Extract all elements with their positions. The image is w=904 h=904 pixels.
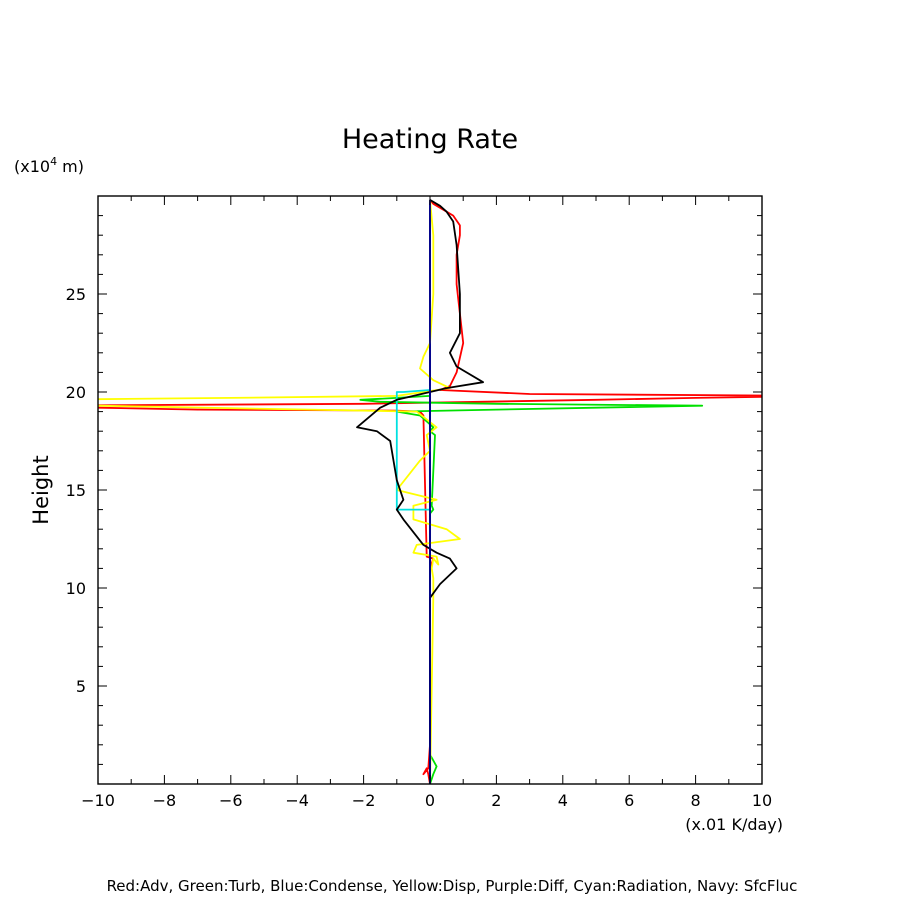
y-tick-label: 10 — [66, 579, 86, 598]
series-line-turb — [359, 392, 704, 784]
series-line-radiation — [395, 386, 431, 514]
x-tick-label: 0 — [425, 791, 435, 810]
y-tick-label: 15 — [66, 481, 86, 500]
series-line-disp — [98, 199, 461, 784]
x-tick-label: 10 — [752, 791, 772, 810]
chart-title: Heating Rate — [342, 124, 518, 155]
x-tick-label: −2 — [352, 791, 376, 810]
x-tick-label: −6 — [219, 791, 243, 810]
x-tick-label: −4 — [285, 791, 309, 810]
x-tick-label: −8 — [153, 791, 177, 810]
y-axis-label: Height — [29, 455, 53, 524]
x-tick-label: −10 — [81, 791, 115, 810]
series-line-total — [356, 199, 485, 784]
y-tick-labels: 5 10 15 20 25 — [66, 285, 86, 696]
y-unit-label: (x104 m) — [14, 155, 84, 176]
y-tick-label: 20 — [66, 383, 86, 402]
y-tick-label: 5 — [76, 677, 86, 696]
x-tick-label: 8 — [691, 791, 701, 810]
y-tick-label: 25 — [66, 285, 86, 304]
series-layer — [98, 199, 762, 784]
x-tick-label: 2 — [491, 791, 501, 810]
x-tick-label: 6 — [624, 791, 634, 810]
legend-text: Red:Adv, Green:Turb, Blue:Condense, Yell… — [107, 877, 798, 895]
x-tick-label: 4 — [558, 791, 568, 810]
x-axis-label: (x.01 K/day) — [685, 815, 783, 834]
ticks-layer — [97, 196, 763, 784]
x-tick-labels: −10 −8 −6 −4 −2 0 2 4 6 8 10 — [81, 791, 772, 810]
